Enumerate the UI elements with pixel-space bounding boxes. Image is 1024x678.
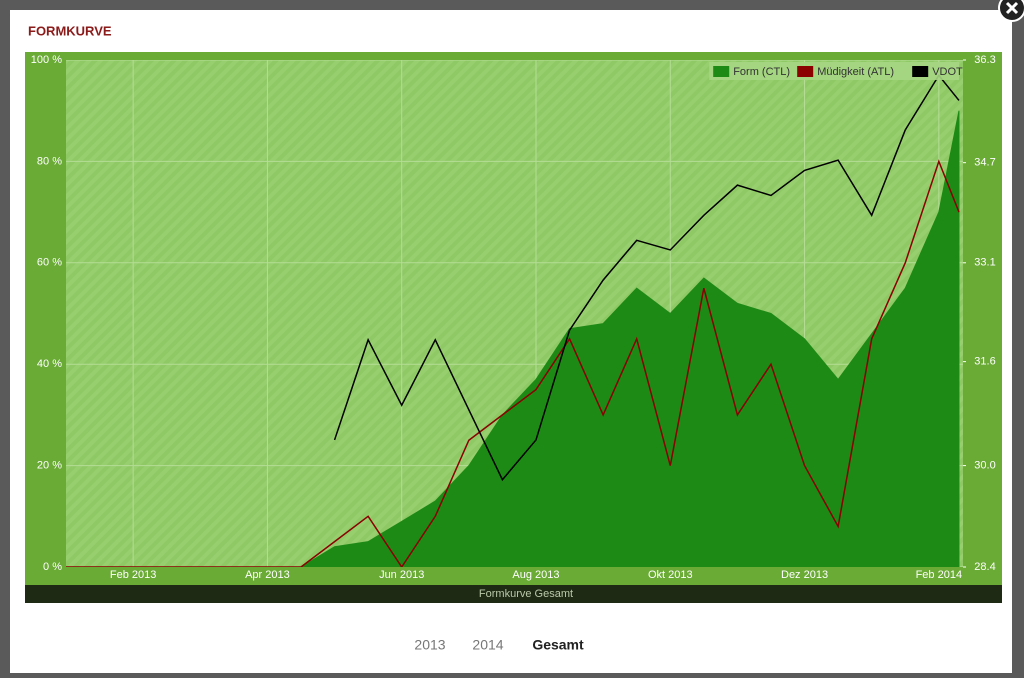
legend-swatch xyxy=(797,66,814,77)
x-tick-label: Feb 2013 xyxy=(110,569,156,581)
legend-swatch xyxy=(713,66,730,77)
plot xyxy=(66,60,963,567)
legend-label: VDOT xyxy=(932,66,963,78)
close-icon[interactable] xyxy=(1005,1,1019,15)
y2-tick-label: 36.3 xyxy=(974,54,995,66)
legend-label: Form (CTL) xyxy=(733,66,790,78)
y2-tick-label: 34.7 xyxy=(974,157,995,169)
y2-tick-label: 31.6 xyxy=(974,356,995,368)
y2-tick-label: 33.1 xyxy=(974,257,995,269)
y2-tick-label: 30.0 xyxy=(974,460,995,472)
x-tick-label: Okt 2013 xyxy=(648,569,693,581)
legend-label: Müdigkeit (ATL) xyxy=(817,66,894,78)
line xyxy=(66,159,960,567)
legend-swatch xyxy=(912,66,929,77)
modal-title: FORMKURVE xyxy=(28,23,112,38)
x-tick-label: Jun 2013 xyxy=(379,569,424,581)
y-tick-label: 100 % xyxy=(31,54,62,66)
x-tick-label: Dez 2013 xyxy=(781,569,828,581)
y-tick-label: 80 % xyxy=(37,155,62,167)
x-tick-label: Apr 2013 xyxy=(245,569,290,581)
y2-tick-label: 28.4 xyxy=(974,561,995,573)
y-tick-label: 20 % xyxy=(37,460,62,472)
tab[interactable]: Gesamt xyxy=(532,637,584,653)
tabs: 2013 2014 Gesamt xyxy=(414,637,584,653)
axes: 0 % 20 % 40 % 60 % 80 % 100 % 28.4 30.0 31.6 33.1… xyxy=(31,54,996,581)
line xyxy=(333,74,960,482)
y-tick-label: 40 % xyxy=(37,358,62,370)
x-tick-label: Aug 2013 xyxy=(512,569,559,581)
legend-background xyxy=(709,62,959,80)
y-tick-label: 60 % xyxy=(37,257,62,269)
y-tick-label: 0 % xyxy=(43,561,62,573)
tab[interactable]: 2013 xyxy=(414,637,445,653)
legend: Form (CTL) Müdigkeit (ATL) VDOT xyxy=(709,62,963,80)
chart-footer xyxy=(25,585,1002,603)
x-tick-label: Feb 2014 xyxy=(916,569,962,581)
chart-footer-label: Formkurve Gesamt xyxy=(479,588,573,600)
tab[interactable]: 2014 xyxy=(472,637,503,653)
